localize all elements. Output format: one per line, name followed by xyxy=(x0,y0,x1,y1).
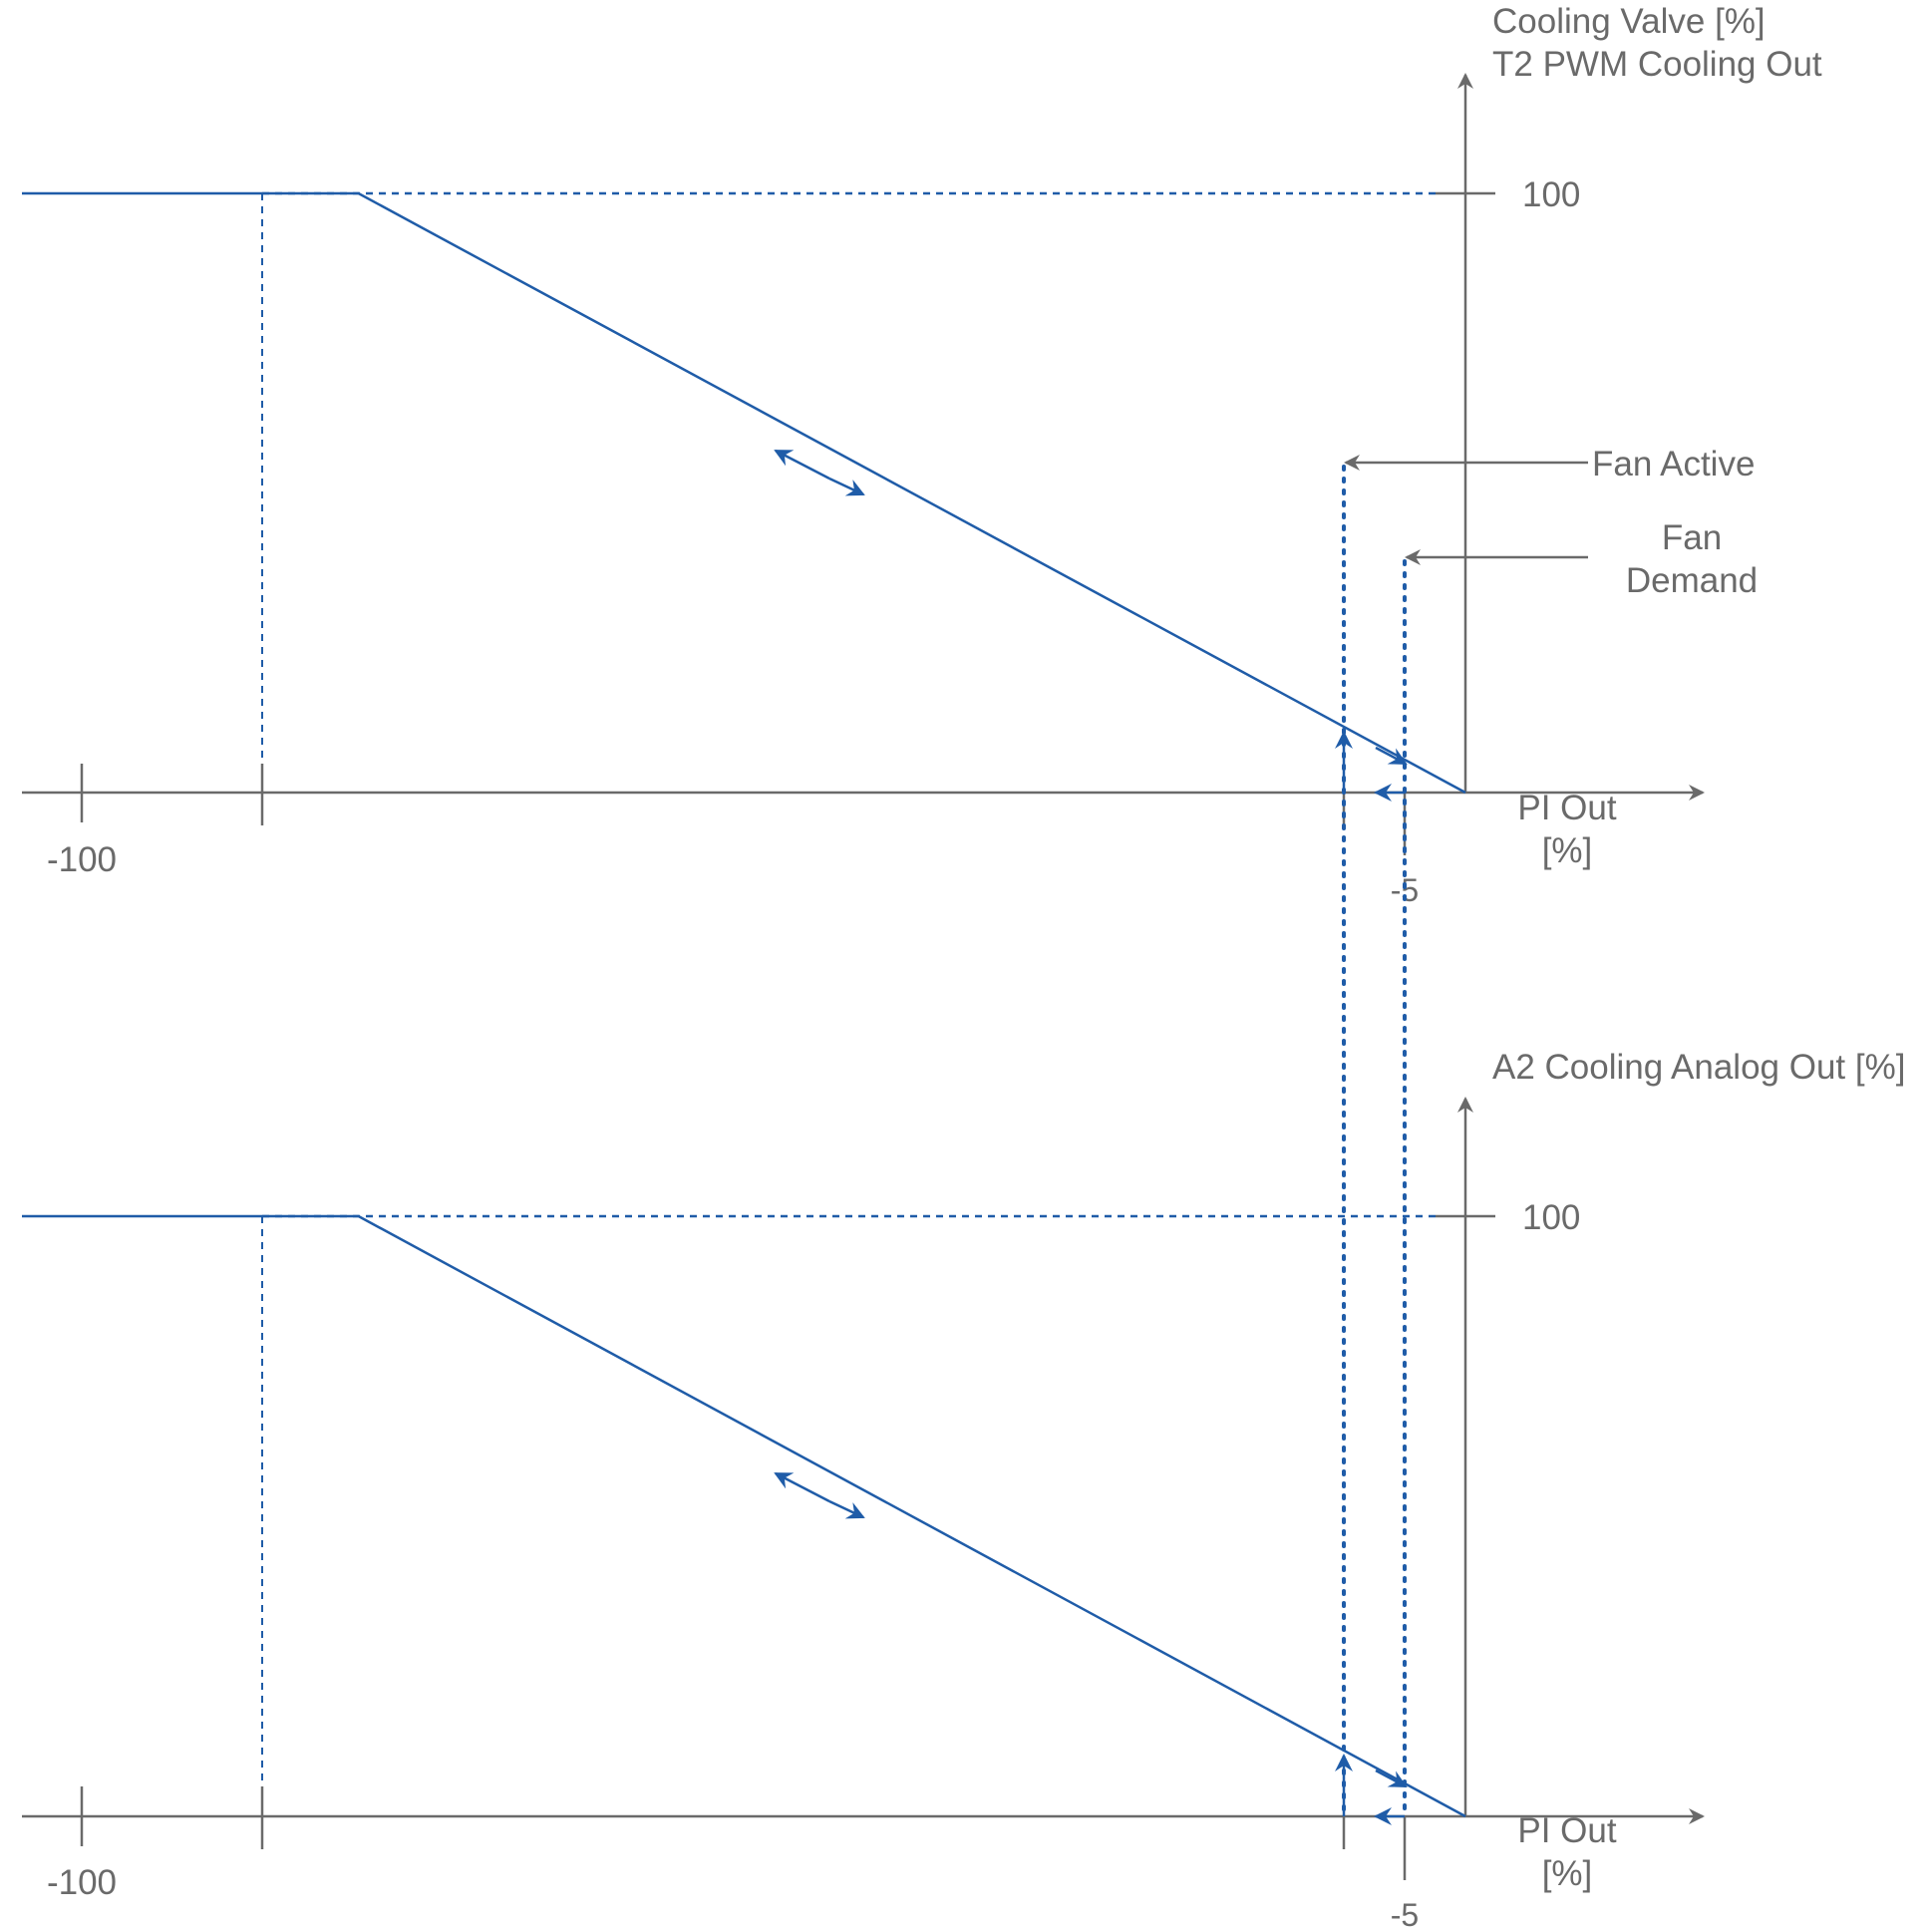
bottom-y-axis-title: A2 Cooling Analog Out [%] xyxy=(1492,1048,1905,1087)
bottom-curve-arrow-left xyxy=(774,1471,830,1503)
top-x-tick-label-minus-100: -100 xyxy=(47,840,117,879)
bottom-x-tick-label-minus-100: -100 xyxy=(47,1863,117,1902)
top-series-line xyxy=(22,191,1466,795)
top-curve-arrow-left xyxy=(774,449,830,481)
bottom-fan-slope-arrow xyxy=(1375,1769,1408,1788)
fan-active-label: Fan Active xyxy=(1592,445,1755,483)
bottom-y-tick-label-100: 100 xyxy=(1522,1198,1580,1237)
bottom-x-axis-title-line1: PI Out xyxy=(1517,1811,1616,1850)
top-x-axis-title-line2: [%] xyxy=(1542,831,1593,870)
bottom-series-line xyxy=(22,1214,1466,1818)
top-chart: Cooling Valve [%] T2 PWM Cooling Out 100… xyxy=(22,2,1822,908)
bottom-x-tick-label-fan: -5 xyxy=(1391,1897,1419,1932)
top-x-tick-label-fan: -5 xyxy=(1391,872,1419,908)
bottom-chart: A2 Cooling Analog Out [%] 100 -100 PI Ou… xyxy=(22,1048,1905,1932)
top-x-axis-title-line1: PI Out xyxy=(1517,789,1616,827)
top-fan-slope-arrow xyxy=(1375,746,1408,766)
top-y-tick-label-100: 100 xyxy=(1522,175,1580,214)
bottom-x-axis-title-line2: [%] xyxy=(1542,1854,1593,1893)
top-curve-arrow-right xyxy=(828,477,865,496)
fan-demand-label-line1: Fan xyxy=(1662,518,1722,557)
bottom-curve-arrow-right xyxy=(828,1499,865,1519)
top-y-axis-title-line1: Cooling Valve [%] xyxy=(1492,2,1766,41)
top-y-axis-title-line2: T2 PWM Cooling Out xyxy=(1492,45,1822,84)
fan-demand-label-line2: Demand xyxy=(1626,561,1758,600)
